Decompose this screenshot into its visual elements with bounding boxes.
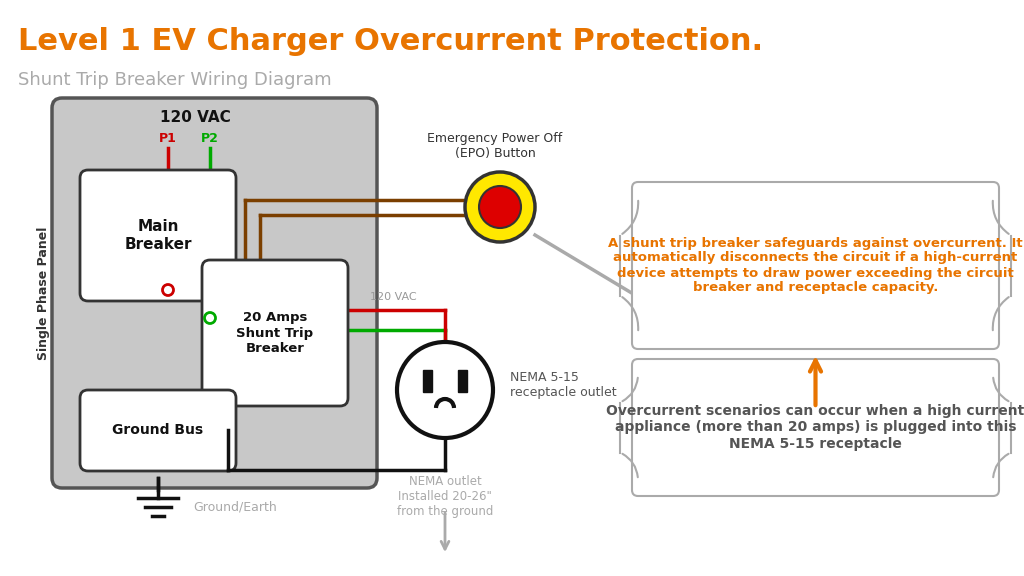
FancyBboxPatch shape bbox=[80, 390, 236, 471]
Text: A shunt trip breaker safeguards against overcurrent. It
automatically disconnect: A shunt trip breaker safeguards against … bbox=[608, 237, 1023, 294]
FancyBboxPatch shape bbox=[202, 260, 348, 406]
Text: Shunt Trip Breaker Wiring Diagram: Shunt Trip Breaker Wiring Diagram bbox=[18, 71, 332, 89]
FancyBboxPatch shape bbox=[80, 170, 236, 301]
Text: Overcurrent scenarios can occur when a high current
appliance (more than 20 amps: Overcurrent scenarios can occur when a h… bbox=[606, 404, 1024, 450]
Text: Ground/Earth: Ground/Earth bbox=[193, 501, 276, 513]
Text: P2: P2 bbox=[201, 131, 219, 145]
Circle shape bbox=[205, 313, 215, 324]
Bar bbox=[458, 370, 467, 392]
Text: Ground Bus: Ground Bus bbox=[113, 423, 204, 438]
Circle shape bbox=[465, 172, 535, 242]
Text: Main
Breaker: Main Breaker bbox=[124, 219, 191, 252]
Text: 120 VAC: 120 VAC bbox=[370, 292, 417, 302]
Text: NEMA outlet
Installed 20-26"
from the ground: NEMA outlet Installed 20-26" from the gr… bbox=[397, 475, 494, 518]
Circle shape bbox=[397, 342, 493, 438]
Bar bbox=[423, 370, 432, 392]
Text: Level 1 EV Charger Overcurrent Protection.: Level 1 EV Charger Overcurrent Protectio… bbox=[18, 28, 763, 56]
FancyBboxPatch shape bbox=[632, 359, 999, 496]
Text: Emergency Power Off
(EPO) Button: Emergency Power Off (EPO) Button bbox=[427, 132, 562, 160]
Circle shape bbox=[163, 285, 173, 295]
FancyBboxPatch shape bbox=[52, 98, 377, 488]
Text: P1: P1 bbox=[159, 131, 177, 145]
FancyBboxPatch shape bbox=[632, 182, 999, 349]
Circle shape bbox=[479, 186, 521, 228]
Text: 120 VAC: 120 VAC bbox=[160, 111, 230, 126]
Text: 20 Amps
Shunt Trip
Breaker: 20 Amps Shunt Trip Breaker bbox=[237, 312, 313, 354]
Text: NEMA 5-15
receptacle outlet: NEMA 5-15 receptacle outlet bbox=[510, 371, 616, 399]
Text: Single Phase Panel: Single Phase Panel bbox=[38, 226, 50, 359]
